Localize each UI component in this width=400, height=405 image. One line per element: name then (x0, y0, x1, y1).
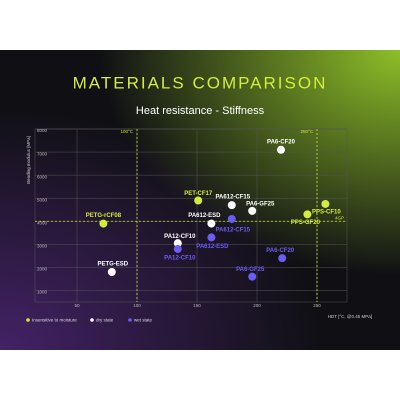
y-tick-label: 5000 (37, 197, 48, 202)
point (194, 196, 203, 205)
legend-label: Insensitive to moisture (32, 318, 77, 323)
point (277, 145, 285, 154)
point-label: PA6-GF25 (246, 201, 275, 207)
point-label: PA6-GF25 (236, 267, 265, 273)
y-tick-label: 7000 (37, 151, 48, 156)
point-label: PA612-CF15 (216, 228, 251, 234)
x-axis-label: HDT [°C, @0.45 MPa] (328, 314, 372, 319)
point-label: PETG-ESD (97, 262, 128, 268)
y-tick-label: 4000 (37, 220, 48, 225)
legend-marker (128, 318, 132, 322)
reference-label: 100°C (120, 129, 133, 134)
point-label: PA6-CF20 (266, 248, 295, 254)
legend-label: wet state (134, 318, 153, 323)
point (173, 239, 182, 248)
chart-subtitle: Heat resistance - Stiffness (136, 105, 265, 117)
x-tick-label: 150 (193, 303, 201, 308)
y-tick-label: 3000 (37, 244, 48, 249)
y-tick-label: 2000 (37, 267, 48, 272)
point (278, 254, 287, 263)
point-label: PPS-CF10 (312, 210, 341, 216)
point (207, 233, 216, 242)
legend-label: dry state (96, 318, 114, 323)
point (321, 199, 330, 208)
point (173, 244, 182, 253)
x-tick-label: 100 (133, 303, 141, 308)
y-axis-label: Bending modulus [MPa] (26, 136, 31, 184)
point (99, 219, 108, 228)
chart-title: MATERIALS COMPARISON (73, 73, 328, 92)
legend-marker (26, 318, 30, 322)
point-label: PA612-CF15 (216, 195, 251, 201)
point-label: PETG-rCF08 (86, 213, 122, 219)
point-label: PA12-CF10 (164, 256, 196, 262)
point (107, 268, 116, 277)
point (207, 219, 216, 228)
point (227, 214, 236, 223)
point-label: PET-CF17 (184, 191, 213, 197)
point-label: PA6-CF20 (267, 139, 296, 145)
x-tick-label: 200 (253, 303, 261, 308)
point-label: PPS-GF20 (291, 220, 321, 226)
x-tick-label: 250 (313, 303, 321, 308)
x-tick-label: 50 (74, 303, 80, 308)
point-label: PA12-CF10 (164, 234, 196, 240)
reference-label: 250°C (300, 129, 313, 134)
reference-label: 4GP (335, 215, 344, 220)
point-label: PA612-ESD (188, 213, 221, 219)
point (248, 206, 257, 215)
point (227, 201, 236, 210)
point (303, 210, 312, 219)
y-tick-label: 6000 (37, 174, 48, 179)
point-label: PA612-ESD (196, 244, 229, 250)
legend-marker (90, 318, 94, 322)
point (248, 272, 257, 281)
y-tick-label: 8000 (37, 128, 48, 133)
y-tick-label: 1000 (37, 290, 48, 295)
